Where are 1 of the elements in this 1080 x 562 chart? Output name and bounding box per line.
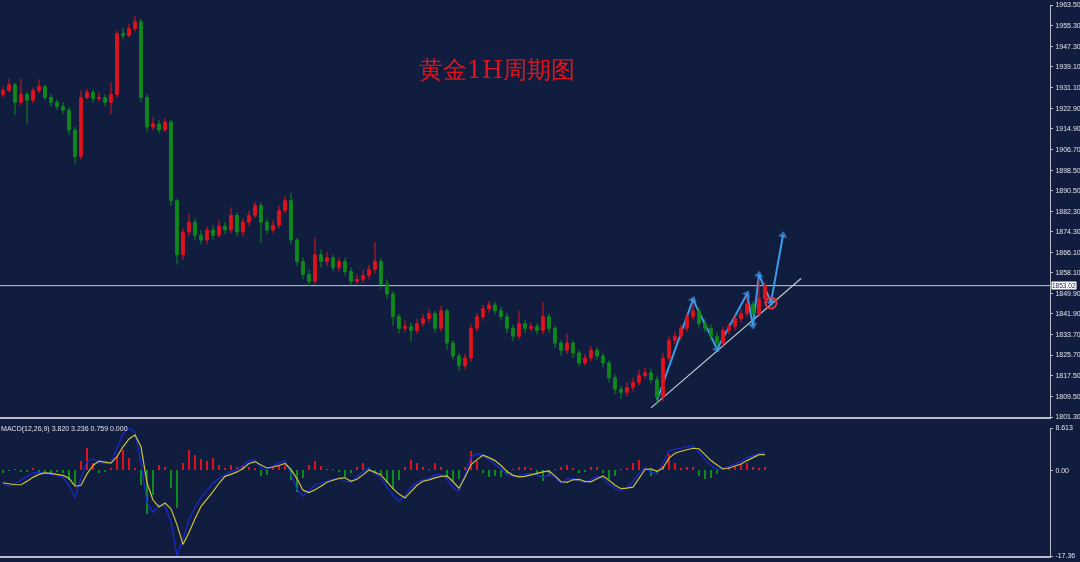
- text: 黄金1H周期图: [418, 56, 575, 85]
